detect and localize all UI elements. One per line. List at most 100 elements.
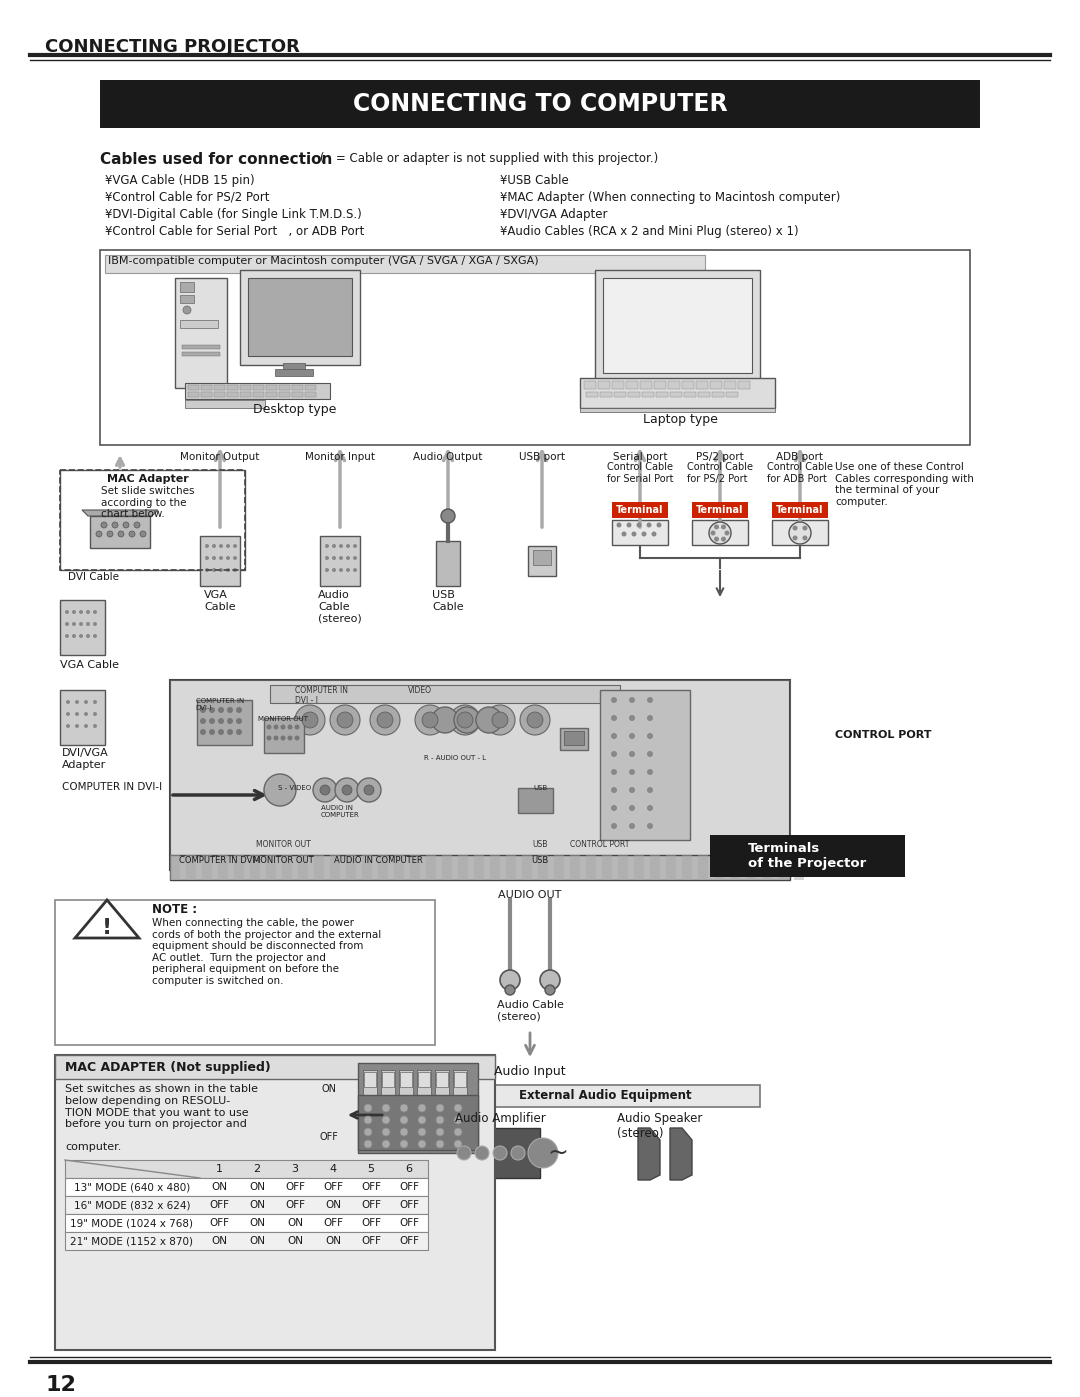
- Circle shape: [629, 715, 635, 721]
- Text: AUDIO IN
COMPUTER: AUDIO IN COMPUTER: [321, 805, 360, 819]
- Circle shape: [79, 622, 83, 626]
- Circle shape: [475, 1146, 489, 1160]
- Bar: [455, 1127, 540, 1178]
- Bar: [183, 352, 220, 356]
- Text: AUDIO OUT: AUDIO OUT: [498, 890, 562, 900]
- Bar: [642, 393, 654, 397]
- Text: Audio Input: Audio Input: [495, 1065, 566, 1078]
- Bar: [656, 393, 669, 397]
- Circle shape: [84, 724, 87, 728]
- Bar: [270, 685, 620, 703]
- Circle shape: [226, 556, 230, 560]
- Circle shape: [264, 774, 296, 806]
- Bar: [279, 393, 291, 397]
- Text: !: !: [102, 918, 112, 937]
- Circle shape: [237, 707, 242, 712]
- Bar: [363, 1070, 377, 1105]
- Circle shape: [353, 543, 357, 548]
- Text: DVI/VGA
Adapter: DVI/VGA Adapter: [62, 747, 109, 770]
- Bar: [692, 502, 748, 518]
- Bar: [654, 381, 666, 388]
- Bar: [612, 502, 669, 518]
- Circle shape: [476, 707, 502, 733]
- Bar: [292, 386, 303, 390]
- Circle shape: [647, 768, 653, 775]
- Bar: [580, 379, 775, 408]
- Circle shape: [527, 712, 543, 728]
- Circle shape: [611, 715, 617, 721]
- Circle shape: [183, 306, 191, 314]
- Circle shape: [210, 718, 215, 724]
- Bar: [534, 550, 551, 564]
- Circle shape: [281, 725, 285, 729]
- Circle shape: [454, 1140, 462, 1148]
- Bar: [175, 278, 227, 388]
- Text: Cables used for connection: Cables used for connection: [100, 152, 333, 168]
- Circle shape: [267, 735, 271, 740]
- Bar: [188, 393, 199, 397]
- Text: 2: 2: [254, 1164, 260, 1173]
- Circle shape: [212, 556, 216, 560]
- Bar: [188, 386, 199, 390]
- Circle shape: [454, 1127, 462, 1136]
- Circle shape: [295, 725, 299, 729]
- Circle shape: [237, 729, 242, 735]
- Circle shape: [714, 524, 719, 529]
- Bar: [600, 690, 690, 840]
- Circle shape: [295, 705, 325, 735]
- Circle shape: [382, 1140, 390, 1148]
- Text: ¥USB Cable: ¥USB Cable: [500, 175, 569, 187]
- Text: ¥Control Cable for PS/2 Port: ¥Control Cable for PS/2 Port: [105, 191, 270, 204]
- Bar: [730, 855, 740, 880]
- Bar: [684, 393, 696, 397]
- Circle shape: [708, 522, 731, 543]
- Bar: [746, 855, 756, 880]
- Text: MONITOR OUT: MONITOR OUT: [256, 840, 310, 849]
- Bar: [55, 900, 435, 1045]
- Circle shape: [219, 543, 222, 548]
- Circle shape: [418, 1127, 426, 1136]
- Circle shape: [233, 569, 237, 571]
- Bar: [65, 1232, 428, 1250]
- Text: OFF: OFF: [285, 1182, 305, 1192]
- Text: External Audio Equipment: External Audio Equipment: [518, 1090, 691, 1102]
- Bar: [320, 536, 360, 585]
- Bar: [180, 295, 194, 303]
- Circle shape: [436, 1140, 444, 1148]
- Circle shape: [492, 712, 508, 728]
- Bar: [314, 855, 324, 880]
- Circle shape: [454, 1104, 462, 1112]
- Text: 19" MODE (1024 x 768): 19" MODE (1024 x 768): [70, 1218, 193, 1228]
- Text: Control Cable
for ADB Port: Control Cable for ADB Port: [767, 462, 833, 483]
- Circle shape: [611, 823, 617, 828]
- Text: COMPUTER IN DVI-I: COMPUTER IN DVI-I: [62, 782, 162, 792]
- Bar: [603, 278, 752, 373]
- Circle shape: [93, 712, 97, 717]
- Circle shape: [418, 1116, 426, 1125]
- Text: Set slide switches
according to the
chart below.: Set slide switches according to the char…: [102, 486, 194, 520]
- Circle shape: [93, 700, 97, 704]
- Bar: [692, 520, 748, 545]
- Circle shape: [325, 556, 329, 560]
- Circle shape: [647, 715, 653, 721]
- Circle shape: [227, 729, 233, 735]
- Bar: [60, 469, 245, 570]
- Text: AUDIO IN COMPUTER: AUDIO IN COMPUTER: [334, 856, 422, 865]
- Bar: [698, 855, 708, 880]
- Text: COMPUTER IN DVI-I: COMPUTER IN DVI-I: [179, 856, 260, 865]
- Bar: [170, 855, 180, 880]
- Bar: [612, 381, 624, 388]
- Bar: [214, 386, 225, 390]
- Circle shape: [611, 768, 617, 775]
- Circle shape: [364, 1127, 372, 1136]
- Circle shape: [617, 522, 621, 528]
- Text: 4: 4: [329, 1164, 337, 1173]
- Circle shape: [212, 569, 216, 571]
- Bar: [248, 278, 352, 356]
- Circle shape: [540, 970, 561, 990]
- Text: CONTROL PORT: CONTROL PORT: [835, 731, 931, 740]
- Circle shape: [436, 1104, 444, 1112]
- Bar: [618, 855, 627, 880]
- Polygon shape: [638, 1127, 660, 1180]
- Text: MONITOR OUT: MONITOR OUT: [253, 856, 313, 865]
